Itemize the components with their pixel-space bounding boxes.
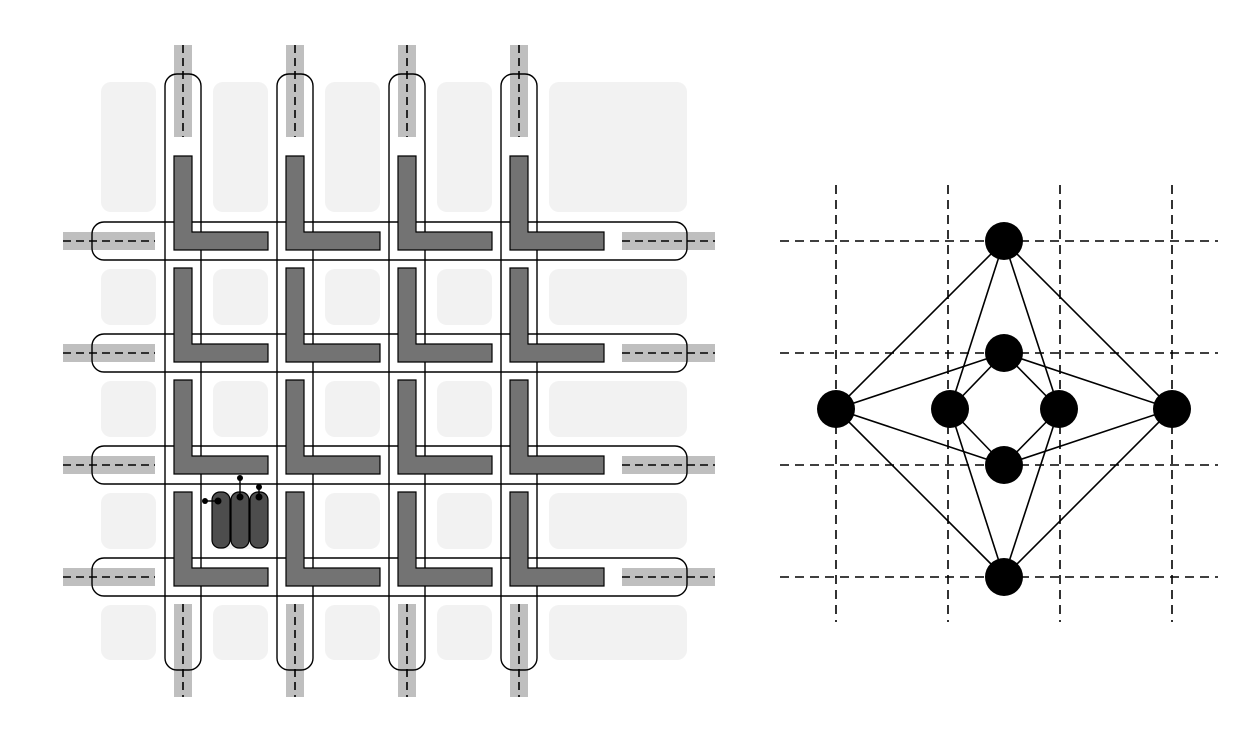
- cell-r0-c4: [549, 82, 687, 212]
- background-cells: [101, 82, 687, 660]
- node-inner-left: [931, 390, 969, 428]
- node-inner-right: [1040, 390, 1078, 428]
- l-block-r0-c3: [509, 155, 605, 251]
- cell-r2-c4: [549, 381, 687, 437]
- edge-top-inner-right: [1003, 240, 1060, 410]
- cell-r0-c0: [101, 82, 156, 212]
- cell-r3-c0: [101, 493, 156, 549]
- cell-r3-c2: [325, 493, 380, 549]
- edge-top-left: [835, 240, 1005, 410]
- cell-r1-c4: [549, 269, 687, 325]
- cell-r4-c4: [549, 605, 687, 660]
- cell-r3-c4: [549, 493, 687, 549]
- l-block-r0-c0: [173, 155, 269, 251]
- cell-r4-c3: [437, 605, 492, 660]
- node-left: [817, 390, 855, 428]
- l-block-r1-c3: [509, 267, 605, 363]
- l-block-r2-c1: [285, 379, 381, 475]
- edge-bottom-right: [1003, 408, 1173, 578]
- l-block-r2-c0: [173, 379, 269, 475]
- l-block-r3-c1: [285, 491, 381, 587]
- edge-bottom-left: [835, 408, 1005, 578]
- l-block-r3-c0: [173, 491, 269, 587]
- l-block-r1-c2: [397, 267, 493, 363]
- horizontal-capsule-2: [91, 445, 688, 485]
- cell-r1-c2: [325, 269, 380, 325]
- edge-bottom-inner-left: [949, 408, 1005, 578]
- node-top: [985, 222, 1023, 260]
- l-block-r0-c1: [285, 155, 381, 251]
- l-block-r1-c1: [285, 267, 381, 363]
- cell-r1-c0: [101, 269, 156, 325]
- l-block-r0-c2: [397, 155, 493, 251]
- horizontal-capsule-3: [91, 557, 688, 597]
- edge-left-inner-top: [835, 352, 1005, 410]
- cell-r0-c1: [213, 82, 268, 212]
- edge-left-inner-bottom: [835, 408, 1005, 466]
- cell-r2-c3: [437, 381, 492, 437]
- l-block-r2-c3: [509, 379, 605, 475]
- cell-r4-c2: [325, 605, 380, 660]
- connector-end-2: [256, 484, 262, 490]
- cell-r1-c1: [213, 269, 268, 325]
- dashed-guide-lines: [63, 45, 715, 697]
- cell-r2-c0: [101, 381, 156, 437]
- connector-dot-1: [236, 493, 244, 501]
- graph-edges: [835, 240, 1173, 578]
- three-unit-component: [202, 475, 269, 549]
- cell-r4-c1: [213, 605, 268, 660]
- left-lattice-diagram: [63, 45, 715, 697]
- connector-end-1: [237, 475, 243, 481]
- node-inner-top: [985, 334, 1023, 372]
- horizontal-capsule-0: [91, 221, 688, 261]
- node-bottom: [985, 558, 1023, 596]
- outline-capsules: [91, 73, 688, 671]
- connector-dot-2: [255, 493, 263, 501]
- l-block-r1-c0: [173, 267, 269, 363]
- edge-top-right: [1003, 240, 1173, 410]
- connector-dot-0: [214, 497, 222, 505]
- connector-end-0: [202, 498, 208, 504]
- horizontal-capsule-1: [91, 333, 688, 373]
- cell-r0-c2: [325, 82, 380, 212]
- right-graph-diagram: [780, 185, 1218, 622]
- cell-r0-c3: [437, 82, 492, 212]
- l-block-r3-c3: [509, 491, 605, 587]
- cell-r1-c3: [437, 269, 492, 325]
- edge-right-inner-top: [1003, 352, 1173, 410]
- cell-r4-c0: [101, 605, 156, 660]
- cell-r3-c3: [437, 493, 492, 549]
- l-shaped-blocks: [173, 155, 605, 587]
- cell-r2-c1: [213, 381, 268, 437]
- l-block-r3-c2: [397, 491, 493, 587]
- edge-bottom-inner-right: [1003, 408, 1060, 578]
- graph-nodes: [817, 222, 1191, 596]
- node-inner-bottom: [985, 446, 1023, 484]
- edge-top-inner-left: [949, 240, 1005, 410]
- cell-r2-c2: [325, 381, 380, 437]
- edge-right-inner-bottom: [1003, 408, 1173, 466]
- l-block-r2-c2: [397, 379, 493, 475]
- component-unit-0: [211, 491, 231, 549]
- node-right: [1153, 390, 1191, 428]
